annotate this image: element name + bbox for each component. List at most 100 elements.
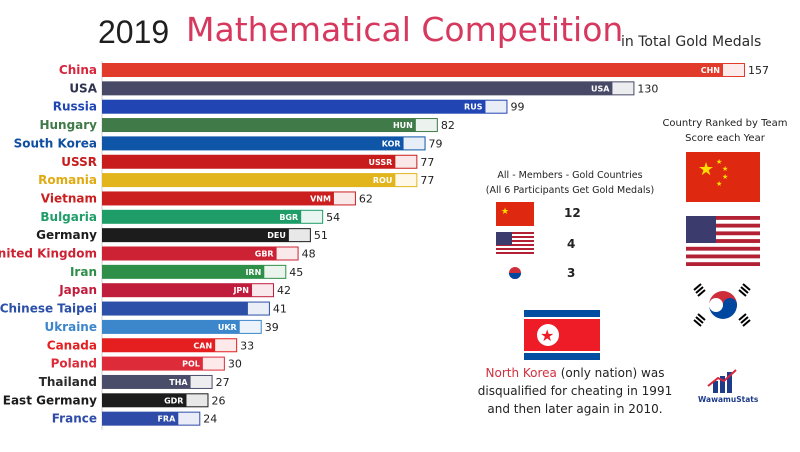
category-label: Russia — [53, 100, 97, 114]
country-code: USSR — [369, 158, 393, 167]
value-label: 33 — [240, 339, 254, 352]
bar — [102, 319, 262, 334]
bar — [102, 173, 418, 188]
flag-icon — [276, 247, 298, 260]
flag-icon — [612, 82, 634, 95]
bar-group: USSR USSR 77 — [61, 154, 434, 169]
value-label: 42 — [277, 284, 291, 297]
svg-text:★: ★ — [501, 207, 509, 217]
country-code: VNM — [310, 194, 331, 203]
country-code: GBR — [255, 250, 274, 259]
south-korea-flag — [496, 261, 534, 285]
bar — [102, 393, 209, 408]
value-label: 45 — [289, 266, 303, 279]
brand-logo — [707, 369, 737, 393]
value-label: 24 — [203, 413, 217, 426]
bar-group: Vietnam VNM 62 — [41, 191, 373, 206]
bar — [102, 301, 270, 316]
country-code: BGR — [279, 213, 298, 222]
rank-note: Country Ranked by Team Score each Year — [662, 118, 788, 144]
country-code: IRN — [245, 268, 261, 277]
category-label: Iran — [70, 265, 97, 279]
value-label: 77 — [420, 156, 434, 169]
svg-text:★: ★ — [716, 180, 722, 188]
country-code: RUS — [464, 103, 483, 112]
value-label: 99 — [510, 101, 524, 114]
category-label: Thailand — [39, 375, 97, 389]
flag-icon — [333, 192, 355, 205]
value-label: 30 — [228, 358, 242, 371]
bar — [102, 283, 275, 298]
svg-text:★: ★ — [722, 165, 728, 173]
north-korea-text: (only nation) was disqualified for cheat… — [477, 366, 673, 416]
value-label: 157 — [748, 64, 769, 77]
gold-count-south-korea: 3 — [567, 266, 576, 280]
flag-icon — [264, 265, 286, 278]
category-label: Japan — [58, 283, 97, 297]
brand-name: WawamuStats — [698, 395, 759, 404]
flag-icon — [288, 229, 310, 242]
china-flag-large: ★ ★ ★ ★ ★ — [686, 152, 760, 202]
north-korea-name: North Korea — [485, 366, 557, 380]
bar-group: Romania ROU 77 — [38, 173, 434, 188]
category-label: Vietnam — [41, 191, 97, 205]
bar-group: Ukraine UKR 39 — [44, 319, 279, 334]
bar-group: USA USA 130 — [69, 81, 658, 96]
value-label: 27 — [216, 376, 230, 389]
flag-icon — [186, 394, 208, 407]
category-label: France — [52, 412, 97, 426]
bar-group: Bulgaria BGR 54 — [40, 209, 340, 224]
flag-icon — [403, 137, 425, 150]
value-label: 79 — [429, 137, 443, 150]
bar — [102, 154, 418, 169]
country-code: DEU — [267, 231, 286, 240]
value-label: 54 — [326, 211, 340, 224]
flag-icon — [215, 339, 237, 352]
usa-flag-large — [686, 216, 760, 266]
category-label: Bulgaria — [40, 210, 97, 224]
bar-group: Japan JPN 42 — [58, 283, 291, 298]
category-label: South Korea — [14, 136, 97, 150]
gold-title-line1: All - Members - Gold Countries — [497, 170, 643, 181]
north-korea-note: North Korea (only nation) was disqualifi… — [470, 364, 680, 418]
value-label: 130 — [637, 82, 658, 95]
value-label: 77 — [420, 174, 434, 187]
flag-icon — [301, 210, 323, 223]
value-label: 82 — [441, 119, 455, 132]
flag-icon — [415, 119, 437, 132]
value-label: 26 — [211, 394, 225, 407]
bar — [102, 228, 311, 243]
bar-group: Chinese Taipei 41 — [0, 301, 287, 316]
year-label: 2019 — [98, 14, 170, 50]
bar — [102, 374, 213, 389]
bar — [102, 246, 299, 261]
flag-icon — [395, 155, 417, 168]
value-label: 62 — [359, 192, 373, 205]
country-code: THA — [169, 378, 188, 387]
flag-icon — [395, 174, 417, 187]
category-label: Chinese Taipei — [0, 302, 97, 316]
flag-icon — [247, 302, 269, 315]
bar — [102, 99, 508, 114]
bar — [102, 63, 745, 77]
svg-text:★: ★ — [698, 159, 714, 180]
bar — [102, 264, 287, 279]
category-label: East Germany — [3, 393, 97, 407]
bar-group: France FRA 24 — [52, 411, 217, 426]
bar — [102, 209, 324, 224]
country-code: CHN — [701, 66, 720, 75]
category-label: Romania — [38, 173, 97, 187]
usa-flag — [496, 232, 534, 256]
bar — [102, 411, 201, 426]
bar-group: Germany DEU 51 — [36, 228, 328, 243]
svg-text:★: ★ — [540, 326, 554, 345]
south-korea-flag-large — [686, 280, 760, 330]
bar-group: Hungary HUN 82 — [39, 118, 455, 133]
bar-group: Thailand THA 27 — [39, 374, 230, 389]
bar-group: Canada CAN 33 — [47, 338, 254, 353]
category-label: United Kingdom — [0, 247, 97, 261]
gold-title-line2: (All 6 Participants Get Gold Medals) — [485, 185, 655, 196]
svg-text:★: ★ — [722, 173, 728, 181]
bar-group: East Germany GDR 26 — [3, 393, 225, 408]
